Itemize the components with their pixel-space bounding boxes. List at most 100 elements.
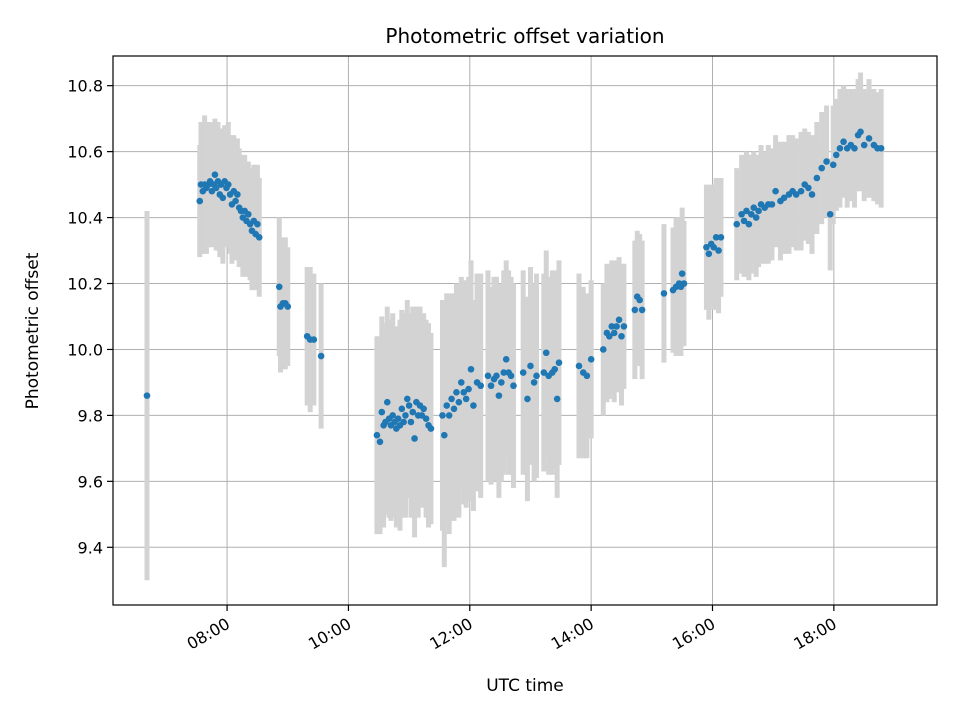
data-point (555, 359, 563, 366)
data-point (389, 412, 397, 419)
data-point (234, 191, 241, 198)
data-point (255, 234, 263, 241)
plot-frame (112, 55, 938, 606)
data-point (680, 280, 688, 287)
data-point (705, 250, 713, 258)
data-point (829, 161, 837, 169)
y-tick-label: 10.8 (67, 77, 103, 96)
data-point (738, 210, 745, 218)
data-point (403, 395, 411, 403)
data-point (780, 194, 788, 202)
data-point (733, 220, 741, 228)
data-point (524, 395, 531, 403)
data-point (493, 372, 500, 380)
data-point (457, 379, 465, 386)
data-point (219, 194, 227, 202)
data-point (851, 145, 858, 152)
data-point (405, 402, 413, 409)
data-point (606, 332, 613, 340)
data-point (411, 435, 418, 442)
data-point (877, 145, 885, 152)
data-point (710, 243, 718, 251)
data-point (551, 365, 559, 373)
data-point (196, 197, 204, 205)
data-point (530, 379, 538, 386)
data-point (740, 217, 748, 225)
data-point (660, 290, 668, 297)
data-point (427, 425, 435, 432)
axes (112, 55, 938, 606)
data-point (583, 372, 591, 380)
y-tick-label: 9.4 (78, 538, 103, 557)
x-axis-title: UTC time (486, 676, 564, 696)
data-point (587, 356, 595, 363)
data-point (254, 220, 261, 228)
data-point (638, 306, 646, 314)
data-point (797, 187, 805, 195)
data-point (748, 210, 755, 218)
data-point (832, 151, 840, 159)
y-tick-label: 9.6 (78, 472, 103, 491)
data-point (553, 395, 561, 403)
data-point (440, 431, 448, 439)
data-point (745, 220, 753, 228)
data-point (407, 418, 415, 426)
data-point (422, 415, 430, 423)
data-point (467, 365, 475, 373)
data-point (857, 128, 864, 136)
data-point (448, 395, 455, 403)
data-point (615, 316, 623, 324)
data-point (715, 247, 722, 254)
y-axis-title: Photometric offset (23, 252, 43, 409)
data-point (772, 187, 779, 195)
data-point (378, 408, 386, 416)
data-point (453, 389, 460, 396)
data-point (610, 329, 618, 337)
data-point (540, 369, 548, 376)
data-point (450, 405, 458, 413)
data-point (373, 431, 381, 439)
data-point (477, 382, 485, 390)
data-point (510, 382, 517, 390)
data-point (712, 234, 720, 241)
data-point (755, 207, 762, 215)
data-point (376, 438, 384, 446)
data-point (860, 141, 868, 149)
data-point (608, 323, 616, 330)
data-point (455, 398, 463, 406)
data-point (439, 412, 446, 419)
data-point (317, 352, 325, 360)
data-point (818, 164, 826, 172)
data-point (443, 402, 451, 409)
data-point (487, 382, 495, 390)
data-point (631, 306, 639, 314)
data-point (470, 402, 477, 409)
chart-title: Photometric offset variation (385, 24, 664, 48)
data-point (498, 379, 505, 386)
data-point (768, 201, 776, 208)
data-point (398, 405, 406, 413)
data-point (484, 372, 492, 380)
data-point (402, 412, 409, 419)
y-tick-label: 10.6 (67, 143, 103, 162)
data-point (445, 412, 453, 419)
data-point (400, 418, 407, 426)
data-point (495, 392, 503, 399)
y-tick-label: 9.8 (78, 406, 103, 425)
data-points (143, 128, 885, 446)
data-point (599, 346, 607, 353)
y-tick-label: 10.4 (67, 209, 103, 228)
data-point (409, 408, 417, 416)
data-point (636, 296, 643, 304)
y-axis-ticks: 9.4 9.6 9.8 10.0 10.2 10.4 10.6 10.8 (67, 77, 113, 557)
data-point (678, 270, 686, 277)
data-point (575, 362, 583, 370)
data-point (620, 323, 628, 330)
data-point (826, 210, 834, 218)
data-point (805, 184, 812, 192)
data-point (465, 385, 472, 393)
data-point (232, 197, 239, 205)
data-point (743, 207, 750, 215)
y-tick-label: 10.2 (67, 275, 103, 294)
